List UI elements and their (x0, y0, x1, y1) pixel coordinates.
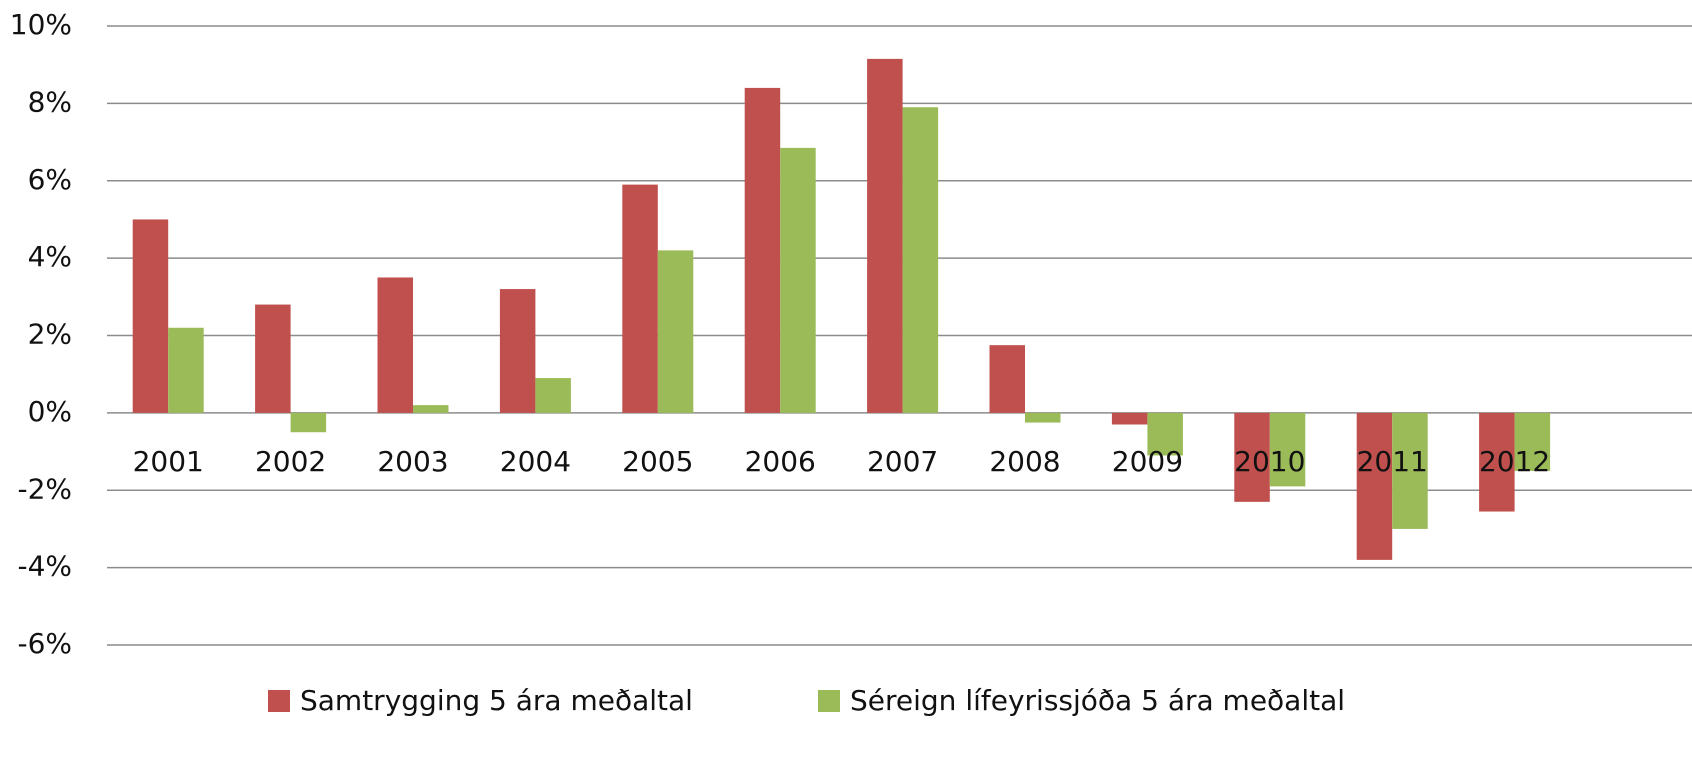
x-tick-label: 2005 (622, 445, 693, 478)
x-tick-label: 2008 (989, 445, 1060, 478)
legend-swatch (818, 690, 840, 712)
y-tick-label: -2% (17, 472, 72, 505)
bar (1025, 412, 1061, 423)
x-tick-label: 2002 (255, 445, 326, 478)
x-tick-label: 2001 (133, 445, 204, 478)
y-tick-label: 6% (28, 163, 72, 196)
legend-label: Séreign lífeyrissjóða 5 ára meðaltal (850, 684, 1345, 717)
y-tick-label: 4% (28, 240, 72, 273)
bar (1269, 412, 1306, 487)
bar (132, 219, 169, 413)
bar (535, 378, 571, 413)
bar (989, 345, 1025, 413)
y-tick-label: 2% (28, 318, 72, 351)
bar (499, 289, 536, 413)
bar (744, 87, 781, 413)
bar (1514, 412, 1551, 471)
x-tick-label: 2006 (745, 445, 816, 478)
x-tick-label: 2009 (1112, 445, 1183, 478)
bar (168, 327, 204, 413)
bar (1392, 412, 1428, 529)
y-tick-label: 8% (28, 85, 72, 118)
y-tick-label: -4% (17, 550, 72, 583)
bar (780, 147, 816, 413)
bar (1234, 412, 1270, 502)
bar (902, 107, 939, 413)
bar (1147, 412, 1183, 456)
legend-label: Samtrygging 5 ára meðaltal (300, 684, 693, 717)
x-tick-label: 2007 (867, 445, 938, 478)
bar (1111, 412, 1148, 425)
legend-swatch (268, 690, 290, 712)
bar (657, 250, 694, 413)
x-tick-label: 2012 (1479, 445, 1550, 478)
bar (413, 405, 449, 413)
bar (255, 304, 291, 413)
bar (290, 412, 327, 433)
bar (622, 184, 658, 413)
y-tick-label: -6% (17, 627, 72, 660)
x-tick-label: 2003 (377, 445, 448, 478)
y-tick-label: 10% (10, 8, 72, 41)
x-tick-label: 2011 (1357, 445, 1428, 478)
bar (1479, 412, 1515, 512)
x-tick-label: 2004 (500, 445, 571, 478)
x-tick-label: 2010 (1234, 445, 1305, 478)
bar (867, 58, 903, 413)
bar (377, 277, 413, 413)
y-tick-label: 0% (28, 395, 72, 428)
bar (1356, 412, 1393, 560)
